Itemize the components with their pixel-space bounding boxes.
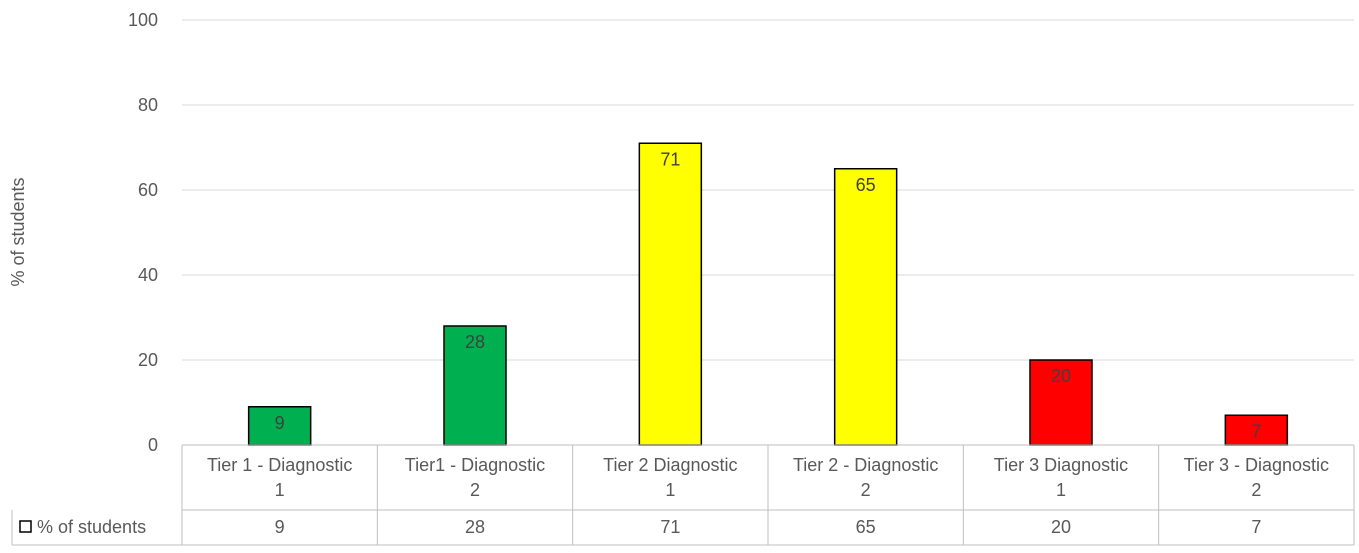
bar xyxy=(833,168,898,446)
bar-data-label: 20 xyxy=(1051,366,1071,386)
table-value: 71 xyxy=(660,517,680,537)
x-category-label: Tier 3 - Diagnostic xyxy=(1184,455,1329,475)
gridlines xyxy=(182,19,1354,361)
table-value: 9 xyxy=(275,517,285,537)
y-tick-label: 80 xyxy=(138,95,158,115)
y-axis-ticks: 0 20 40 60 80 100 xyxy=(128,10,158,455)
x-category-label: Tier 3 Diagnostic xyxy=(994,455,1128,475)
x-category-label: 1 xyxy=(275,480,285,500)
bar xyxy=(1029,359,1093,446)
bar xyxy=(247,406,312,446)
bar-data-label: 28 xyxy=(465,332,485,352)
x-category-label: Tier 2 Diagnostic xyxy=(603,455,737,475)
x-category-label: 1 xyxy=(1056,480,1066,500)
y-tick-label: 40 xyxy=(138,265,158,285)
bar xyxy=(1224,414,1289,446)
bar-data-label: 71 xyxy=(660,149,680,169)
y-axis-label: % of students xyxy=(8,177,28,286)
bar-data-label: 65 xyxy=(856,175,876,195)
x-category-label: 2 xyxy=(861,480,871,500)
y-tick-label: 60 xyxy=(138,180,158,200)
table-value: 7 xyxy=(1251,517,1261,537)
bar-data-label: 9 xyxy=(275,413,285,433)
x-category-label: Tier1 - Diagnostic xyxy=(405,455,545,475)
table-value: 20 xyxy=(1051,517,1071,537)
bar-data-label: 7 xyxy=(1251,421,1261,441)
y-tick-label: 100 xyxy=(128,10,158,30)
y-tick-label: 20 xyxy=(138,350,158,370)
bar xyxy=(638,142,703,446)
table-value: 28 xyxy=(465,517,485,537)
x-category-label: Tier 1 - Diagnostic xyxy=(207,455,352,475)
x-category-label: 1 xyxy=(665,480,675,500)
bars: 9 28 71 65 20 7 xyxy=(247,142,1289,446)
legend-key xyxy=(19,520,32,533)
legend-series-name: % of students xyxy=(37,517,146,537)
x-category-label: 2 xyxy=(470,480,480,500)
table-value: 65 xyxy=(856,517,876,537)
y-tick-label: 0 xyxy=(148,435,158,455)
x-category-label: Tier 2 - Diagnostic xyxy=(793,455,938,475)
data-table: Tier 1 - Diagnostic 1 Tier1 - Diagnostic 2 T… xyxy=(11,444,1355,546)
x-category-label: 2 xyxy=(1251,480,1261,500)
